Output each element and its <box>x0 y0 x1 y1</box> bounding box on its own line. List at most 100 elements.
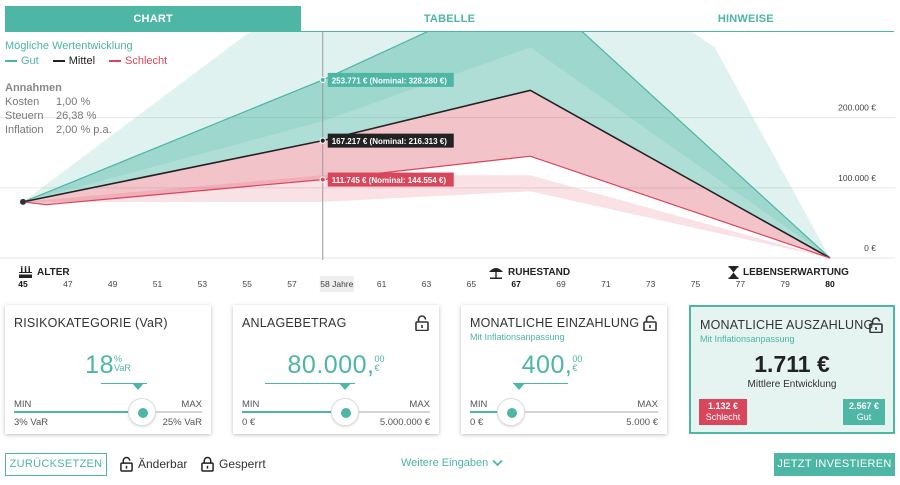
life-expectancy-marker-label: LEBENSERWARTUNG <box>743 267 849 278</box>
assumption-value: 26,38 % <box>56 110 97 122</box>
investment-slider-fill <box>242 411 346 413</box>
risk-min-value: 3% VaR <box>14 417 49 428</box>
y-tick-label: 0 € <box>864 243 876 253</box>
deposit-card: MONATLICHE EINZAHLUNG Mit Inflationsanpa… <box>461 305 667 434</box>
x-tick-label: 73 <box>646 279 656 289</box>
legend-swatch-bad <box>109 60 122 62</box>
assumptions-title: Annahmen <box>5 82 62 94</box>
investment-value[interactable]: 80.000,00 € <box>233 351 439 380</box>
payout-bad-badge: 1.132 € Schlecht <box>699 399 747 425</box>
payout-card-subtitle: Mit Inflationsanpassung <box>700 334 795 344</box>
tab-table[interactable]: TABELLE <box>423 13 476 25</box>
retirement-marker: RUHESTAND <box>488 266 570 279</box>
band-outer-good <box>23 32 830 258</box>
tooltip-box-0 <box>327 72 454 87</box>
investment-value-pointer <box>339 383 351 390</box>
x-tick-label: 79 <box>780 279 790 289</box>
x-tick-label: 69 <box>556 279 566 289</box>
tooltip-text-1: 167.217 € (Nominal: 216.313 €) <box>332 137 448 146</box>
payout-card: MONATLICHE AUSZAHLUNG Mit Inflationsanpa… <box>689 305 895 434</box>
x-tick-label: 75 <box>691 279 701 289</box>
lock-open-icon[interactable] <box>643 315 657 331</box>
chart-areas <box>22 32 831 259</box>
risk-value-unit: % <box>113 354 122 364</box>
lock-closed-icon <box>201 456 214 472</box>
assumption-inflation: Inflation 2,00 % p.a. <box>5 123 112 137</box>
tooltip-point-0 <box>319 76 326 83</box>
lock-open-icon <box>120 456 133 472</box>
legend-item-bad: Schlecht <box>109 55 167 67</box>
assumptions: Annahmen Kosten 1,00 % Steuern 26,38 % Inf… <box>5 81 112 137</box>
y-tick-label: 200.000 € <box>838 103 876 113</box>
reset-button[interactable]: ZURÜCKSETZEN <box>5 453 107 476</box>
x-tick-label: 49 <box>108 279 118 289</box>
deposit-card-subtitle: Mit Inflationsanpassung <box>470 332 565 342</box>
lock-open-icon[interactable] <box>869 317 883 333</box>
deposit-range: 0 € 5.000 € <box>470 417 658 428</box>
legend-swatch-good <box>5 60 17 62</box>
band-good <box>23 32 830 258</box>
locked-label: Gesperrt <box>219 457 266 471</box>
deposit-slider-fill <box>470 411 512 413</box>
investment-max-label: MAX <box>409 399 430 410</box>
x-tick-label: 47 <box>63 279 73 289</box>
legend-label-good: Gut <box>21 55 39 67</box>
deposit-value-pointer <box>513 383 525 390</box>
risk-value-pointer <box>132 383 144 390</box>
payout-amount: 1.711 € <box>754 351 830 377</box>
locked-legend: Gesperrt <box>201 456 266 472</box>
deposit-value-number: 400, <box>521 351 573 379</box>
tab-chart[interactable]: CHART <box>5 6 302 31</box>
lock-open-icon[interactable] <box>415 315 429 331</box>
payout-amount-caption: Mittlere Entwicklung <box>747 379 837 390</box>
investment-slider-handle[interactable] <box>331 398 360 426</box>
risk-max-label: MAX <box>181 399 202 410</box>
risk-max-value: 25% VaR <box>162 417 202 428</box>
tab-notes[interactable]: HINWEISE <box>717 13 774 25</box>
assumption-taxes: Steuern 26,38 % <box>5 109 112 123</box>
risk-slider-handle[interactable] <box>127 398 156 426</box>
x-tick-label: 51 <box>153 279 163 289</box>
legend-item-good: Gut <box>5 55 39 67</box>
band-outer-bad <box>23 175 830 258</box>
deposit-value[interactable]: 400,00 € <box>437 351 667 380</box>
assumption-label: Kosten <box>5 96 40 108</box>
risk-value[interactable]: 18% VaR <box>5 351 211 380</box>
deposit-max-value: 5.000 € <box>626 417 658 428</box>
series-line-1 <box>22 89 831 259</box>
deposit-minmax: MIN MAX <box>470 399 658 410</box>
investment-card: ANLAGEBETRAG 80.000,00 € MIN MAX 0 € 5.000.… <box>233 305 439 434</box>
invest-now-button[interactable]: JETZT INVESTIEREN <box>774 453 895 476</box>
risk-card-title: RISIKOKATEGORIE (VaR) <box>14 316 168 330</box>
deposit-min-value: 0 € <box>470 417 484 428</box>
x-tick-label: 55 <box>242 279 252 289</box>
investment-value-currency: € <box>374 363 380 373</box>
risk-slider-track[interactable] <box>14 411 202 413</box>
x-tick-label: 57 <box>287 279 297 289</box>
assumption-costs: Kosten 1,00 % <box>5 95 112 109</box>
deposit-slider-track[interactable] <box>470 411 658 413</box>
life-expectancy-marker: LEBENSERWARTUNG <box>728 266 849 279</box>
band-bad <box>23 90 830 258</box>
retirement-marker-label: RUHESTAND <box>508 267 571 278</box>
x-tick-label: 45 <box>18 279 28 289</box>
tooltip-text-2: 111.745 € (Nominal: 144.554 €) <box>332 176 447 185</box>
investment-value-number: 80.000, <box>287 351 375 379</box>
performance-chart: 0 € 100.000 € 200.000 € 253.771 € (Nominal:… <box>0 32 895 292</box>
deposit-slider-handle[interactable] <box>497 398 526 426</box>
payout-card-title: MONATLICHE AUSZAHLUNG <box>700 318 874 332</box>
assumption-value: 2,00 % p.a. <box>56 124 112 136</box>
x-tick-highlight <box>319 276 354 292</box>
view-tabs: CHART TABELLE HINWEISE <box>5 6 894 32</box>
x-tick-label: 77 <box>736 279 746 289</box>
investment-range: 0 € 5.000.000 € <box>242 417 430 428</box>
deposit-card-title: MONATLICHE EINZAHLUNG <box>470 316 640 330</box>
x-tick-label: 80 <box>825 279 835 289</box>
tooltip-point-2 <box>319 176 326 183</box>
more-inputs-label: Weitere Eingaben <box>401 457 489 469</box>
legend-label-medium: Mittel <box>68 55 96 67</box>
hourglass-icon <box>728 266 739 279</box>
tooltip-box-1 <box>327 133 454 148</box>
more-inputs-toggle[interactable]: Weitere Eingaben <box>401 457 503 469</box>
payout-bad-label: Schlecht <box>705 412 741 422</box>
